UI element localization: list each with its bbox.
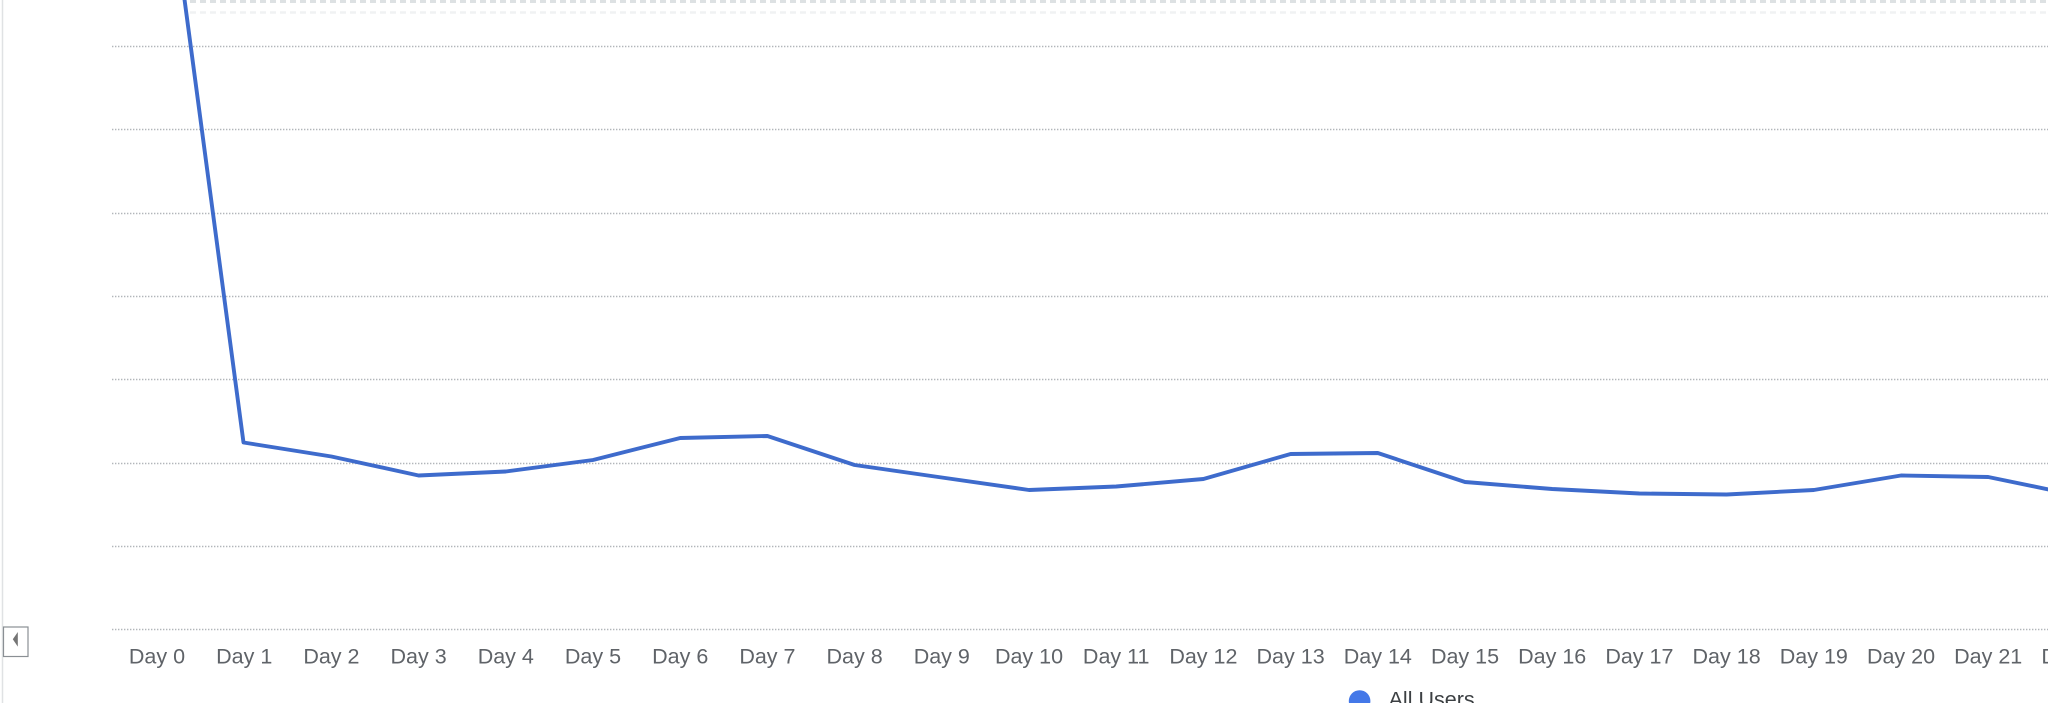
svg-text:Day 1: Day 1 bbox=[216, 645, 272, 669]
svg-text:Day 10: Day 10 bbox=[995, 645, 1063, 669]
svg-text:Day 2: Day 2 bbox=[303, 645, 359, 669]
svg-text:Day 18: Day 18 bbox=[1693, 645, 1761, 669]
svg-text:Day 20: Day 20 bbox=[1867, 645, 1935, 669]
svg-text:Day 11: Day 11 bbox=[1083, 645, 1150, 669]
svg-text:Day 0: Day 0 bbox=[129, 645, 185, 669]
svg-text:Day 6: Day 6 bbox=[652, 645, 708, 669]
svg-text:Day 8: Day 8 bbox=[827, 645, 883, 669]
svg-text:Day 21: Day 21 bbox=[1954, 645, 2022, 669]
svg-text:Day 16: Day 16 bbox=[1518, 645, 1586, 669]
svg-text:Day 13: Day 13 bbox=[1257, 645, 1325, 669]
svg-text:All Users: All Users bbox=[1389, 687, 1475, 703]
svg-text:Day 12: Day 12 bbox=[1169, 645, 1237, 669]
svg-text:Day 19: Day 19 bbox=[1780, 645, 1848, 669]
svg-text:Day 4: Day 4 bbox=[478, 645, 534, 669]
svg-text:Day 3: Day 3 bbox=[391, 645, 447, 669]
svg-text:Day 15: Day 15 bbox=[1431, 645, 1499, 669]
svg-text:Day 9: Day 9 bbox=[914, 645, 970, 669]
svg-text:Day 14: Day 14 bbox=[1344, 645, 1412, 669]
svg-text:Day 22: Day 22 bbox=[2041, 645, 2048, 669]
svg-text:Day 5: Day 5 bbox=[565, 645, 621, 669]
svg-text:Day 7: Day 7 bbox=[739, 645, 795, 669]
svg-text:Day 17: Day 17 bbox=[1605, 645, 1673, 669]
